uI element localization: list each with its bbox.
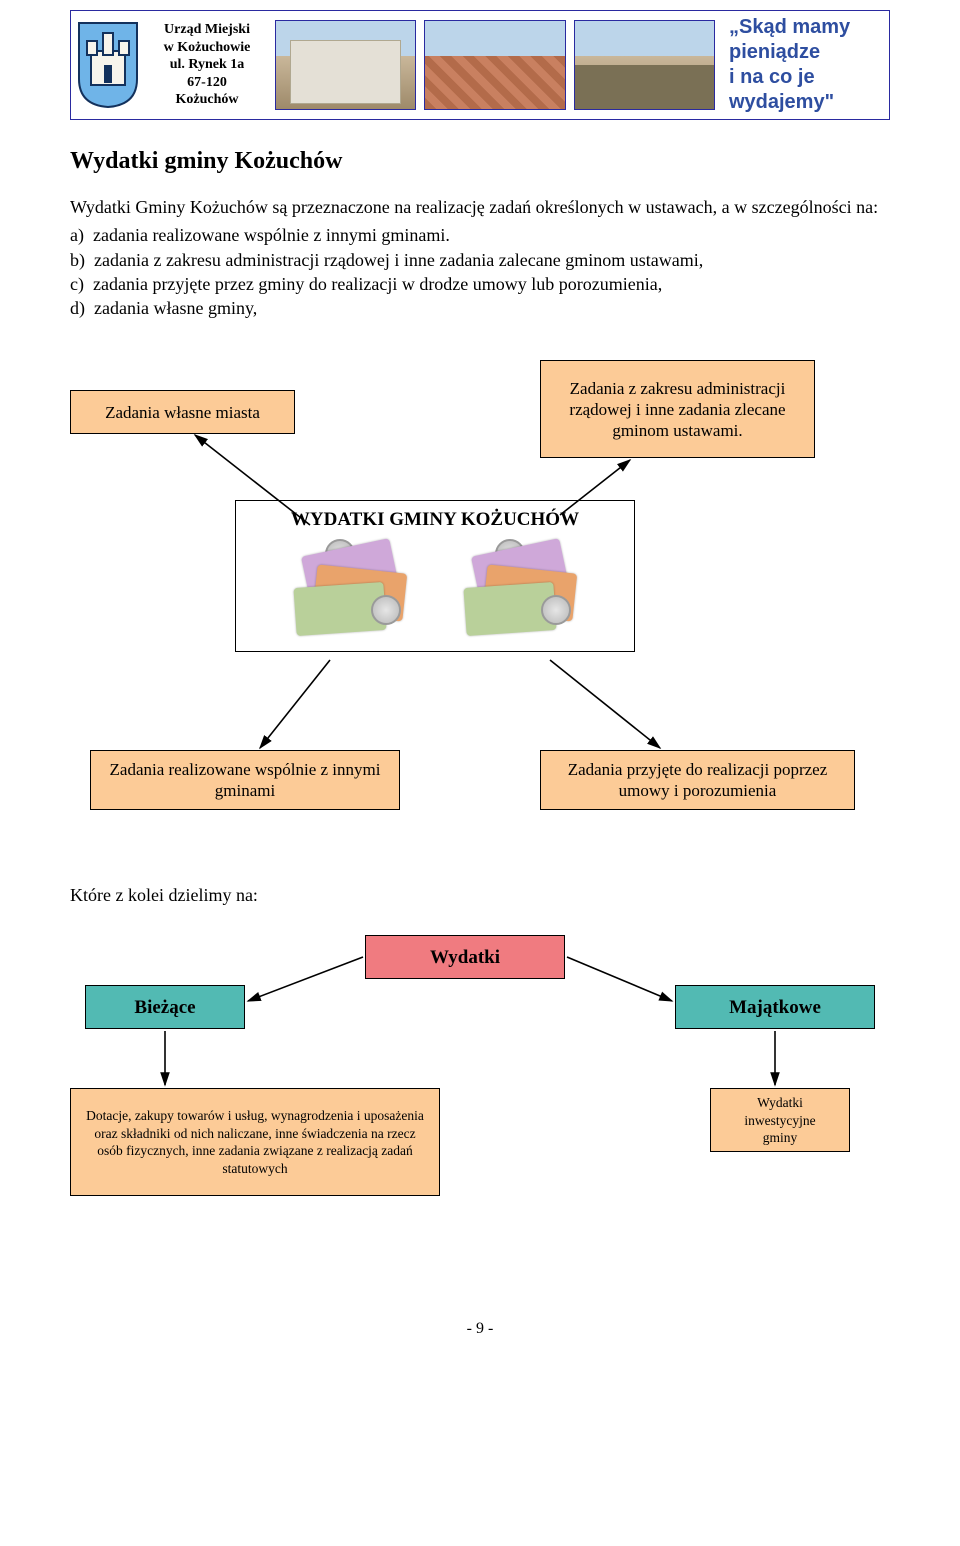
- box-center-expenses: WYDATKI GMINY KOŻUCHÓW: [235, 500, 635, 652]
- page-number: - 9 -: [70, 1320, 890, 1338]
- slogan-line: i na co je: [729, 65, 883, 90]
- header-slogan: „Skąd mamy pieniądze i na co je wydajemy…: [723, 15, 883, 115]
- box-label: Majątkowe: [729, 996, 821, 1020]
- address-line: ul. Rynek 1a: [147, 56, 267, 74]
- box-label: Wydatki: [430, 946, 500, 970]
- address-line: Kożuchów: [147, 91, 267, 109]
- box-joint-tasks: Zadania realizowane wspólnie z innymi gm…: [90, 750, 400, 810]
- box-current-detail: Dotacje, zakupy towarów i usług, wynagro…: [70, 1088, 440, 1196]
- box-label: Bieżące: [134, 996, 195, 1020]
- header-photo-3: [574, 20, 715, 110]
- box-agreement-tasks: Zadania przyjęte do realizacji poprzez u…: [540, 750, 855, 810]
- header-photo-2: [424, 20, 565, 110]
- list-item-text: zadania przyjęte przez gminy do realizac…: [93, 274, 662, 294]
- money-icon: [285, 539, 415, 639]
- box-capital-detail: Wydatki inwestycyjne gminy: [710, 1088, 850, 1152]
- slogan-line: wydajemy": [729, 90, 883, 115]
- box-label: Wydatki: [757, 1094, 803, 1112]
- diagrams-container: Zadania własne miasta Zadania z zakresu …: [70, 360, 890, 1300]
- box-current: Bieżące: [85, 985, 245, 1029]
- header-address: Urząd Miejski w Kożuchowie ul. Rynek 1a …: [147, 21, 267, 109]
- subheading: Które z kolei dzielimy na:: [70, 885, 258, 906]
- box-label: Zadania przyjęte do realizacji poprzez u…: [551, 759, 844, 802]
- list-item-text: zadania z zakresu administracji rządowej…: [94, 250, 703, 270]
- address-line: 67-120: [147, 74, 267, 92]
- box-label: Zadania własne miasta: [105, 402, 260, 423]
- list-item-d: d) zadania własne gminy,: [70, 296, 890, 320]
- list-item-b: b) zadania z zakresu administracji rządo…: [70, 248, 890, 272]
- address-line: w Kożuchowie: [147, 39, 267, 57]
- list-item-text: zadania własne gminy,: [94, 298, 257, 318]
- address-line: Urząd Miejski: [147, 21, 267, 39]
- task-list: a) zadania realizowane wspólnie z innymi…: [70, 223, 890, 320]
- slogan-line: „Skąd mamy: [729, 15, 883, 40]
- page-header: Urząd Miejski w Kożuchowie ul. Rynek 1a …: [70, 10, 890, 120]
- list-item-text: zadania realizowane wspólnie z innymi gm…: [93, 225, 450, 245]
- header-photo-1: [275, 20, 416, 110]
- box-label: Zadania z zakresu administracji rządowej…: [551, 378, 804, 442]
- box-label: Dotacje, zakupy towarów i usług, wynagro…: [81, 1107, 429, 1177]
- box-label: inwestycyjne: [744, 1112, 815, 1130]
- box-capital: Majątkowe: [675, 985, 875, 1029]
- box-label: Zadania realizowane wspólnie z innymi gm…: [101, 759, 389, 802]
- center-title: WYDATKI GMINY KOŻUCHÓW: [246, 509, 624, 531]
- box-label: gminy: [763, 1129, 798, 1147]
- intro-paragraph: Wydatki Gminy Kożuchów są przeznaczone n…: [70, 195, 890, 219]
- box-expenses: Wydatki: [365, 935, 565, 979]
- coat-of-arms-icon: [77, 21, 139, 109]
- box-own-tasks: Zadania własne miasta: [70, 390, 295, 434]
- slogan-line: pieniądze: [729, 40, 883, 65]
- money-icon: [455, 539, 585, 639]
- list-item-a: a) zadania realizowane wspólnie z innymi…: [70, 223, 890, 247]
- list-item-c: c) zadania przyjęte przez gminy do reali…: [70, 272, 890, 296]
- box-admin-tasks: Zadania z zakresu administracji rządowej…: [540, 360, 815, 458]
- page-title: Wydatki gminy Kożuchów: [70, 148, 890, 175]
